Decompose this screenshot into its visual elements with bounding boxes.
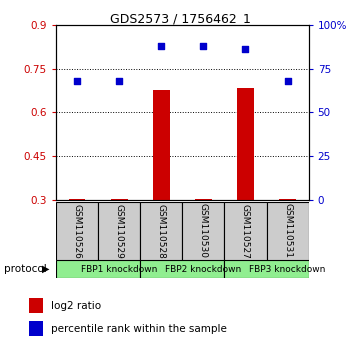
- Bar: [153, 91, 170, 200]
- Bar: [111, 199, 127, 200]
- Text: GSM110526: GSM110526: [73, 204, 82, 258]
- Text: log2 ratio: log2 ratio: [51, 301, 101, 311]
- Text: FBP2 knockdown: FBP2 knockdown: [165, 264, 242, 274]
- Point: [74, 78, 80, 84]
- Bar: [29, 321, 43, 336]
- Bar: [56, 202, 98, 260]
- Bar: [140, 260, 225, 278]
- Bar: [29, 298, 43, 313]
- Point: [285, 78, 291, 84]
- Bar: [266, 202, 309, 260]
- Text: protocol: protocol: [4, 264, 46, 274]
- Bar: [69, 199, 86, 200]
- Text: GSM110531: GSM110531: [283, 204, 292, 258]
- Text: ▶: ▶: [42, 264, 49, 274]
- Bar: [195, 199, 212, 200]
- Text: FBP3 knockdown: FBP3 knockdown: [249, 264, 326, 274]
- Bar: [225, 260, 309, 278]
- Bar: [279, 199, 296, 200]
- Bar: [56, 260, 140, 278]
- Text: GSM110529: GSM110529: [115, 204, 123, 258]
- Bar: [182, 202, 225, 260]
- Point: [200, 43, 206, 48]
- Text: GSM110527: GSM110527: [241, 204, 250, 258]
- Bar: [225, 202, 266, 260]
- Bar: [237, 87, 254, 200]
- Point: [158, 43, 164, 48]
- Point: [116, 78, 122, 84]
- Text: FBP1 knockdown: FBP1 knockdown: [81, 264, 157, 274]
- Bar: [98, 202, 140, 260]
- Text: GSM110528: GSM110528: [157, 204, 166, 258]
- Text: GSM110530: GSM110530: [199, 204, 208, 258]
- Bar: [140, 202, 182, 260]
- Point: [243, 46, 248, 52]
- Text: GDS2573 / 1756462_1: GDS2573 / 1756462_1: [110, 12, 251, 25]
- Text: percentile rank within the sample: percentile rank within the sample: [51, 324, 227, 334]
